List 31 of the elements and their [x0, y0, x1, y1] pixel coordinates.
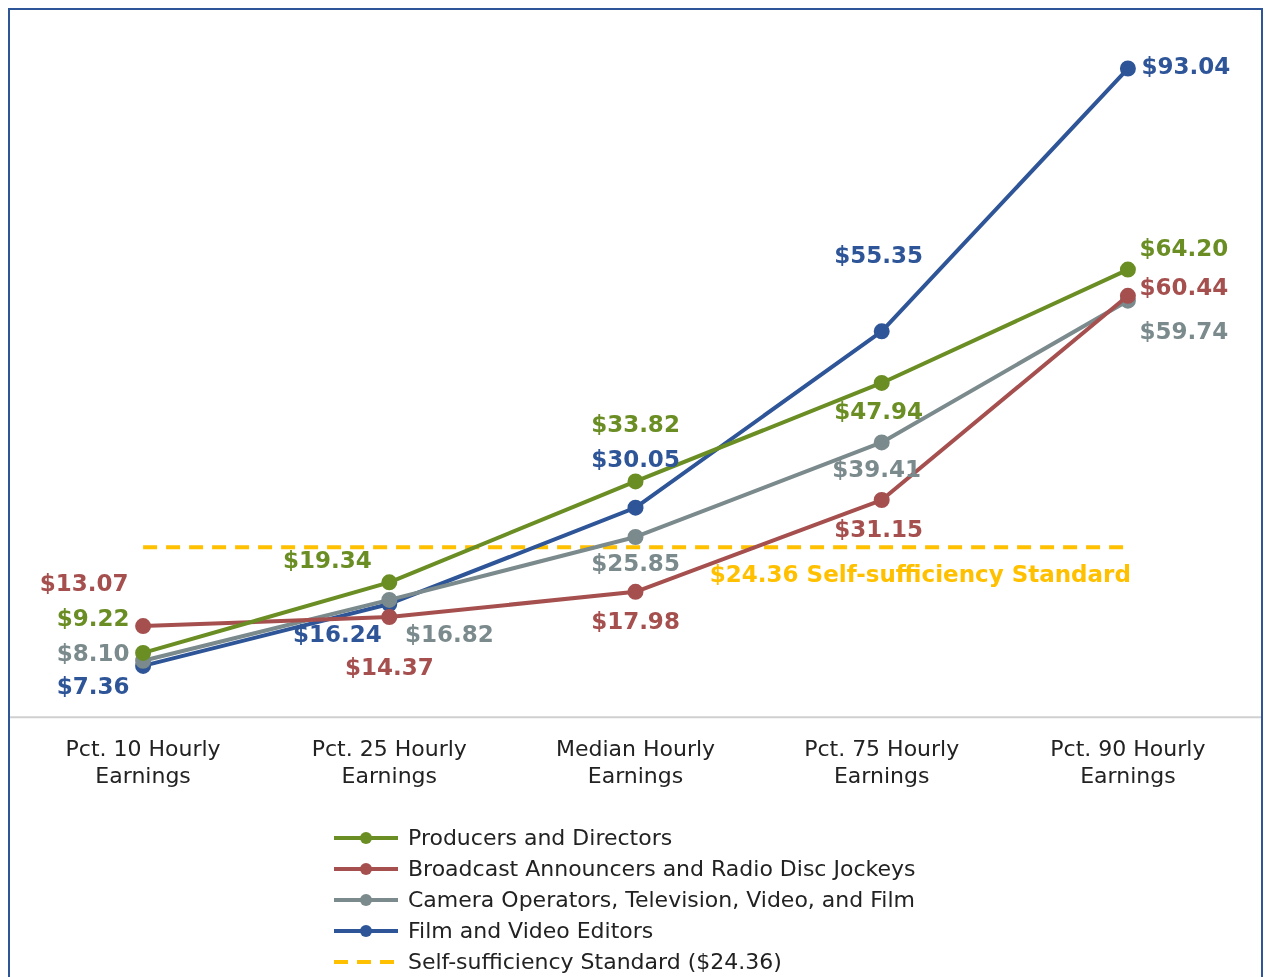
data-label: $14.37	[344, 653, 434, 680]
data-label: $30.05	[591, 445, 680, 472]
data-label: $25.85	[591, 549, 680, 576]
data-label: $33.82	[591, 411, 680, 438]
data-label: $93.04	[1141, 53, 1231, 80]
legend-label: Producers and Directors	[408, 825, 673, 850]
x-tick-label: Median Hourly Earnings	[555, 736, 716, 788]
x-tick-label: Pct. 90 Hourly Earnings	[1050, 736, 1206, 788]
data-label: $16.24	[292, 620, 382, 647]
data-label: $17.98	[591, 607, 680, 634]
data-label: $8.10	[56, 639, 130, 666]
annotation: $24.36 Self-sufficiency Standard	[709, 561, 1131, 588]
data-label: $7.36	[56, 672, 130, 699]
data-label: $9.22	[56, 604, 130, 631]
data-label: $31.15	[834, 515, 924, 542]
x-tick-label: Pct. 75 Hourly Earnings	[804, 736, 960, 788]
data-label: $60.44	[1139, 273, 1229, 300]
data-label: $16.82	[404, 620, 494, 647]
data-label: $55.35	[834, 242, 924, 269]
legend-label: Film and Video Editors	[408, 918, 654, 943]
data-label: $19.34	[282, 547, 372, 574]
legend-label: Self-sufficiency Standard ($24.36)	[408, 949, 782, 974]
x-tick-label: Pct. 10 Hourly Earnings	[65, 736, 221, 788]
legend-label: Camera Operators, Television, Video, and Film	[408, 887, 915, 912]
legend-label: Broadcast Announcers and Radio Disc Jockeys	[408, 856, 916, 881]
data-label: $59.74	[1139, 317, 1229, 344]
x-tick-label: Pct. 25 Hourly Earnings	[311, 736, 467, 788]
data-label: $47.94	[834, 397, 924, 424]
data-label: $13.07	[39, 570, 129, 597]
data-label: $39.41	[832, 456, 922, 483]
data-label: $64.20	[1139, 234, 1229, 261]
